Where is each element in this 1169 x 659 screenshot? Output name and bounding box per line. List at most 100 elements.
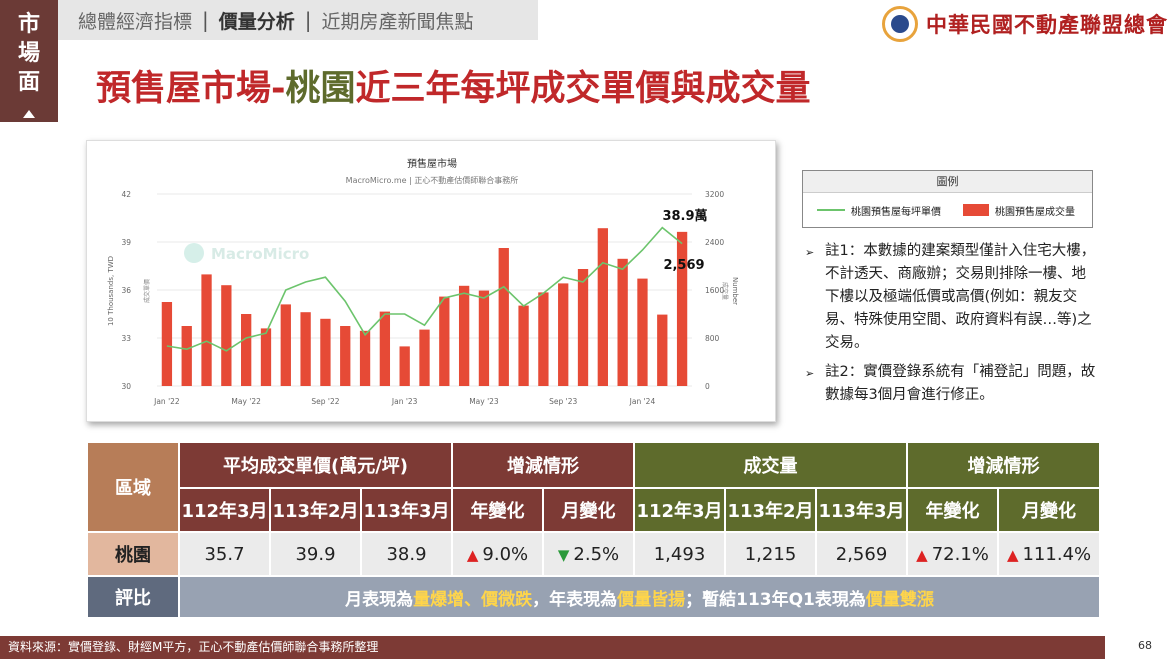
volume-bar — [379, 311, 391, 386]
volume-cell: 2,569 — [817, 533, 907, 575]
y-left-tick: 39 — [121, 238, 131, 247]
volume-bar — [201, 274, 212, 386]
legend-bar-swatch — [963, 204, 989, 216]
legend-bar-label: 桃園預售屋成交量 — [995, 206, 1075, 218]
volume-bar — [161, 302, 173, 386]
eval-text: 月表現為 — [345, 589, 414, 610]
eval-text: ，年表現為 — [532, 589, 618, 610]
volume-cell: 1,215 — [726, 533, 815, 575]
price-change-header: 增減情形 — [453, 443, 633, 487]
note-item: ➢ 註1：本數據的建案類型僅計入住宅大樓，不計透天、商廠辦；交易則排除一樓、地下… — [805, 240, 1097, 355]
legend-box: 圖例 桃園預售屋每坪單價 桃園預售屋成交量 — [802, 170, 1093, 228]
eval-highlight: 量爆增、價微跌 — [413, 589, 533, 610]
eval-highlight: 價量雙漲 — [865, 589, 934, 610]
page-number: 68 — [1138, 639, 1152, 652]
volume-mom-cell: ▲ 111.4% — [999, 533, 1100, 575]
legend-line-swatch — [817, 209, 845, 211]
volume-bar — [577, 269, 589, 386]
volume-mom-value: 111.4% — [1022, 543, 1092, 565]
eval-header: 評比 — [88, 577, 178, 617]
eval-highlight: 價量皆揚 — [617, 589, 686, 610]
volume-bar — [637, 278, 648, 386]
x-tick: Sep '22 — [311, 397, 339, 406]
price-cell: 38.9 — [362, 533, 451, 575]
chart-card: 預售屋市場 MacroMicro.me | 正心不動產估價師聯合事務所 30 33 36… — [86, 140, 776, 422]
table-row: 桃園 35.7 39.9 38.9 ▲ 9.0% ▼ 2.5% 1,493 1,21… — [88, 533, 1100, 575]
sub-header: 月變化 — [999, 489, 1100, 531]
chart-title: 預售屋市場 — [407, 157, 457, 170]
bullet-arrow-icon: ➢ — [805, 367, 815, 380]
price-yoy-cell: ▲ 9.0% — [453, 533, 542, 575]
section-tag-caret-icon — [23, 110, 35, 118]
volume-yoy-value: 72.1% — [931, 543, 989, 565]
note-text: 註1：本數據的建案類型僅計入住宅大樓，不計透天、商廠辦；交易則排除一樓、地下樓以… — [825, 243, 1096, 351]
sub-header: 年變化 — [908, 489, 998, 531]
x-tick: May '22 — [231, 397, 261, 406]
sub-header: 112年3月 — [635, 489, 724, 531]
price-cell: 35.7 — [180, 533, 269, 575]
price-mom-cell: ▼ 2.5% — [544, 533, 633, 575]
org-name: 中華民國不動產聯盟總會 — [926, 12, 1168, 37]
legend-header: 圖例 — [803, 171, 1092, 193]
y-right-label: Number — [731, 277, 739, 305]
price-header: 平均成交單價(萬元/坪) — [180, 443, 451, 487]
sub-header: 113年3月 — [362, 489, 451, 531]
sub-header: 年變化 — [453, 489, 542, 531]
legend-line-label: 桃園預售屋每坪單價 — [851, 206, 941, 218]
notes: ➢ 註1：本數據的建案類型僅計入住宅大樓，不計透天、商廠辦；交易則排除一樓、地下… — [805, 240, 1097, 413]
price-cell: 39.9 — [271, 533, 360, 575]
y-left-tick: 30 — [121, 382, 131, 391]
volume-bar — [320, 318, 331, 386]
x-tick: May '23 — [469, 397, 499, 406]
volume-bar — [260, 328, 272, 386]
volume-bar — [439, 296, 450, 386]
y-right-sublabel: 成交量 — [721, 282, 729, 300]
volume-bar — [498, 248, 509, 386]
sub-header: 113年3月 — [817, 489, 907, 531]
y-left-sublabel: 成交單價 — [143, 279, 151, 303]
nav-separator: | — [304, 8, 312, 32]
nav-item-macro[interactable]: 總體經濟指標 — [78, 10, 193, 33]
presale-chart: 預售屋市場 MacroMicro.me | 正心不動產估價師聯合事務所 30 33 36… — [107, 157, 739, 406]
nav-item-news[interactable]: 近期房產新聞焦點 — [321, 10, 474, 33]
x-tick: Jan '24 — [629, 397, 656, 406]
volume-bar — [478, 290, 490, 386]
price-mom-value: 2.5% — [573, 543, 620, 565]
eval-text: ；暫結113年Q1表現為 — [685, 589, 866, 610]
x-tick: Sep '23 — [549, 397, 577, 406]
sub-header: 113年2月 — [726, 489, 815, 531]
y-left-tick: 36 — [121, 286, 131, 295]
volume-change-header: 增減情形 — [908, 443, 1100, 487]
y-right-tick: 1600 — [705, 286, 724, 295]
summary-table: 區域 平均成交單價(萬元/坪) 增減情形 成交量 增減情形 112年3月 113… — [86, 441, 1101, 619]
volume-bar — [518, 305, 529, 386]
y-left-tick: 33 — [121, 334, 131, 343]
chart-subtitle: MacroMicro.me | 正心不動產估價師聯合事務所 — [346, 175, 519, 185]
y-left-tick: 42 — [121, 190, 131, 199]
y-right-tick: 2400 — [705, 238, 724, 247]
org-logo: 中華民國不動產聯盟總會 — [882, 6, 1168, 42]
volume-bar — [676, 231, 688, 386]
volume-bar — [340, 326, 351, 386]
section-tag-char-3: 面 — [17, 70, 40, 95]
watermark-logo-icon — [184, 243, 204, 263]
y-left-label: 10 Thousands, TWD — [107, 256, 115, 326]
volume-bar — [597, 228, 608, 386]
volume-bar — [359, 330, 371, 386]
section-tag-char-1: 市 — [17, 12, 40, 37]
section-tag: 市 場 面 — [0, 0, 58, 122]
volume-bar — [458, 285, 470, 386]
sub-header: 113年2月 — [271, 489, 360, 531]
volume-annotation: 2,569 — [663, 258, 704, 273]
y-right-tick: 3200 — [705, 190, 724, 199]
watermark: MacroMicro — [211, 245, 309, 263]
up-arrow-icon: ▲ — [466, 545, 479, 564]
down-arrow-icon: ▼ — [557, 545, 570, 564]
volume-bar — [617, 258, 628, 386]
y-right-tick: 0 — [705, 382, 710, 391]
y-right-tick: 800 — [705, 334, 720, 343]
volume-cell: 1,493 — [635, 533, 724, 575]
bullet-arrow-icon: ➢ — [805, 246, 815, 259]
nav-item-price-volume[interactable]: 價量分析 — [218, 10, 295, 33]
sub-header: 月變化 — [544, 489, 633, 531]
